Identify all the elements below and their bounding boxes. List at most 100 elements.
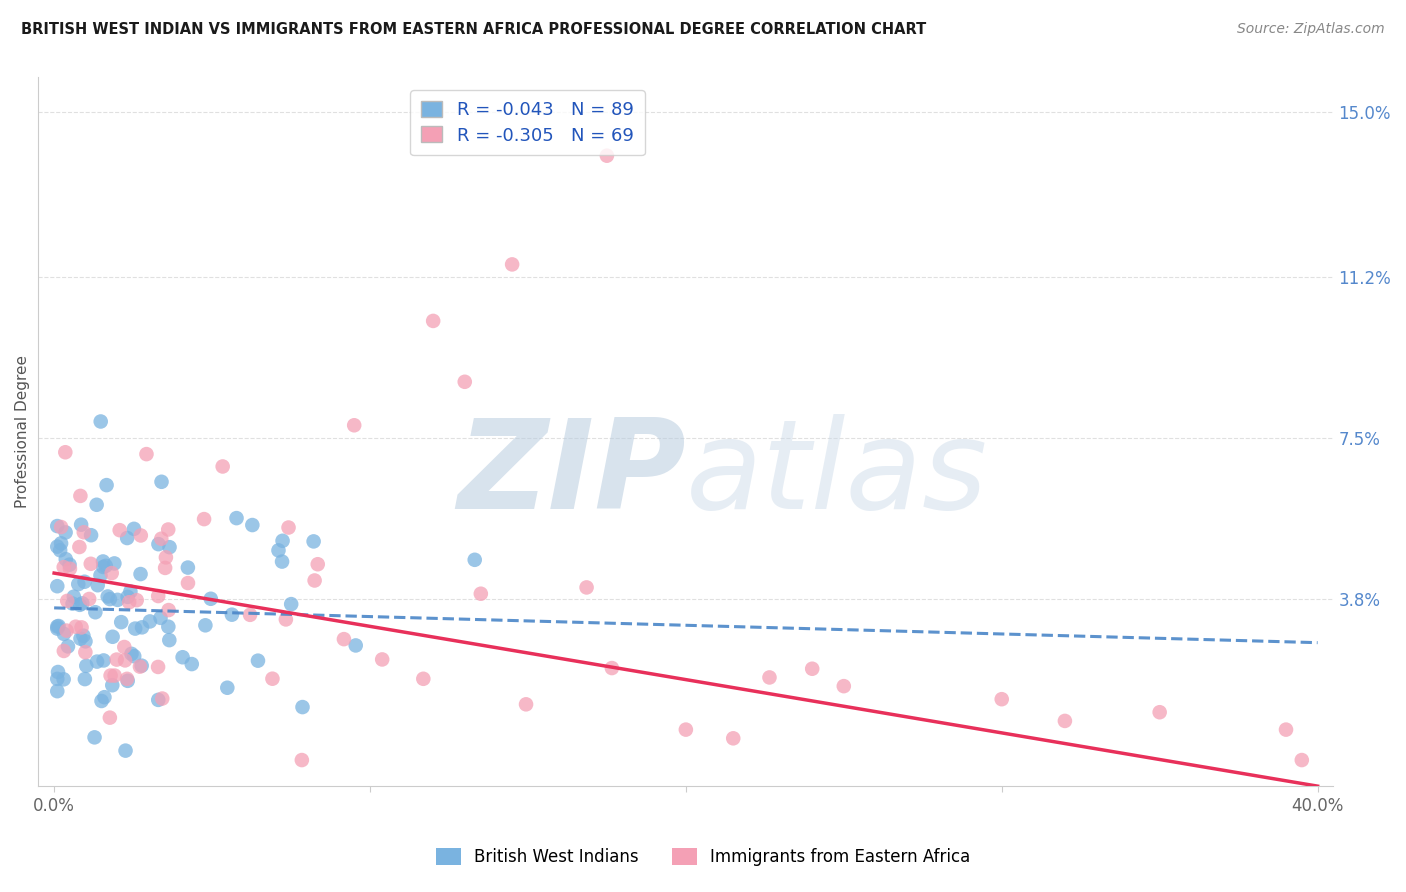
Point [108, 523, 131, 537]
Point [262, 672, 284, 686]
Point [344, 639, 367, 653]
Text: Source: ZipAtlas.com: Source: ZipAtlas.com [1237, 22, 1385, 37]
Point [501, 257, 523, 271]
Point [758, 670, 780, 684]
Text: ZIP: ZIP [457, 414, 686, 535]
Point [80, 557, 103, 571]
Point [49, 520, 72, 534]
Point [98, 592, 121, 607]
Point [221, 607, 243, 622]
Point [46, 519, 69, 533]
Point [73, 672, 96, 686]
Point [91, 554, 114, 568]
Point [277, 520, 299, 534]
Legend: R = -0.043   N = 89, R = -0.305   N = 69: R = -0.043 N = 89, R = -0.305 N = 69 [411, 90, 644, 155]
Point [62, 597, 84, 611]
Point [72, 596, 94, 610]
Point [125, 593, 148, 607]
Point [55, 525, 77, 540]
Point [97, 590, 120, 604]
Point [67, 540, 90, 554]
Point [86, 655, 108, 669]
Point [240, 518, 263, 533]
Point [120, 584, 142, 599]
Point [101, 678, 124, 692]
Point [46, 665, 69, 679]
Point [157, 523, 180, 537]
Point [1291, 753, 1313, 767]
Point [69, 598, 91, 612]
Point [211, 459, 233, 474]
Point [73, 525, 96, 540]
Point [180, 657, 202, 671]
Point [56, 640, 79, 654]
Point [77, 592, 100, 607]
Point [239, 607, 262, 622]
Point [129, 659, 152, 673]
Point [46, 579, 69, 593]
Point [131, 620, 153, 634]
Point [149, 611, 172, 625]
Point [115, 672, 138, 686]
Point [470, 587, 492, 601]
Point [1275, 723, 1298, 737]
Point [89, 568, 111, 582]
Point [105, 652, 128, 666]
Point [515, 698, 537, 712]
Point [122, 649, 145, 664]
Point [70, 620, 93, 634]
Point [46, 684, 69, 698]
Point [110, 615, 132, 629]
Point [271, 533, 294, 548]
Point [575, 581, 598, 595]
Point [333, 632, 356, 647]
Point [122, 522, 145, 536]
Point [100, 668, 122, 682]
Point [723, 731, 745, 746]
Point [225, 511, 247, 525]
Point [46, 619, 69, 633]
Point [148, 693, 170, 707]
Point [148, 537, 170, 551]
Point [307, 558, 329, 572]
Point [117, 590, 139, 604]
Point [48, 619, 70, 633]
Point [291, 753, 314, 767]
Point [73, 574, 96, 589]
Point [150, 691, 173, 706]
Point [114, 744, 136, 758]
Point [65, 620, 87, 634]
Point [96, 478, 118, 492]
Point [53, 445, 76, 459]
Point [124, 622, 146, 636]
Point [52, 644, 75, 658]
Point [59, 562, 82, 576]
Point [49, 543, 72, 558]
Point [46, 672, 69, 686]
Point [464, 553, 486, 567]
Point [104, 668, 127, 682]
Point [596, 149, 619, 163]
Point [94, 558, 117, 573]
Point [70, 517, 93, 532]
Point [52, 560, 75, 574]
Point [200, 591, 222, 606]
Point [271, 555, 294, 569]
Point [131, 658, 153, 673]
Point [129, 567, 152, 582]
Point [63, 590, 86, 604]
Point [112, 640, 135, 654]
Point [302, 534, 325, 549]
Point [75, 658, 97, 673]
Point [675, 723, 697, 737]
Point [80, 528, 103, 542]
Point [46, 540, 69, 554]
Point [114, 653, 136, 667]
Point [83, 731, 105, 745]
Point [90, 694, 112, 708]
Point [304, 574, 326, 588]
Point [52, 627, 75, 641]
Point [217, 681, 239, 695]
Point [49, 536, 72, 550]
Point [56, 594, 79, 608]
